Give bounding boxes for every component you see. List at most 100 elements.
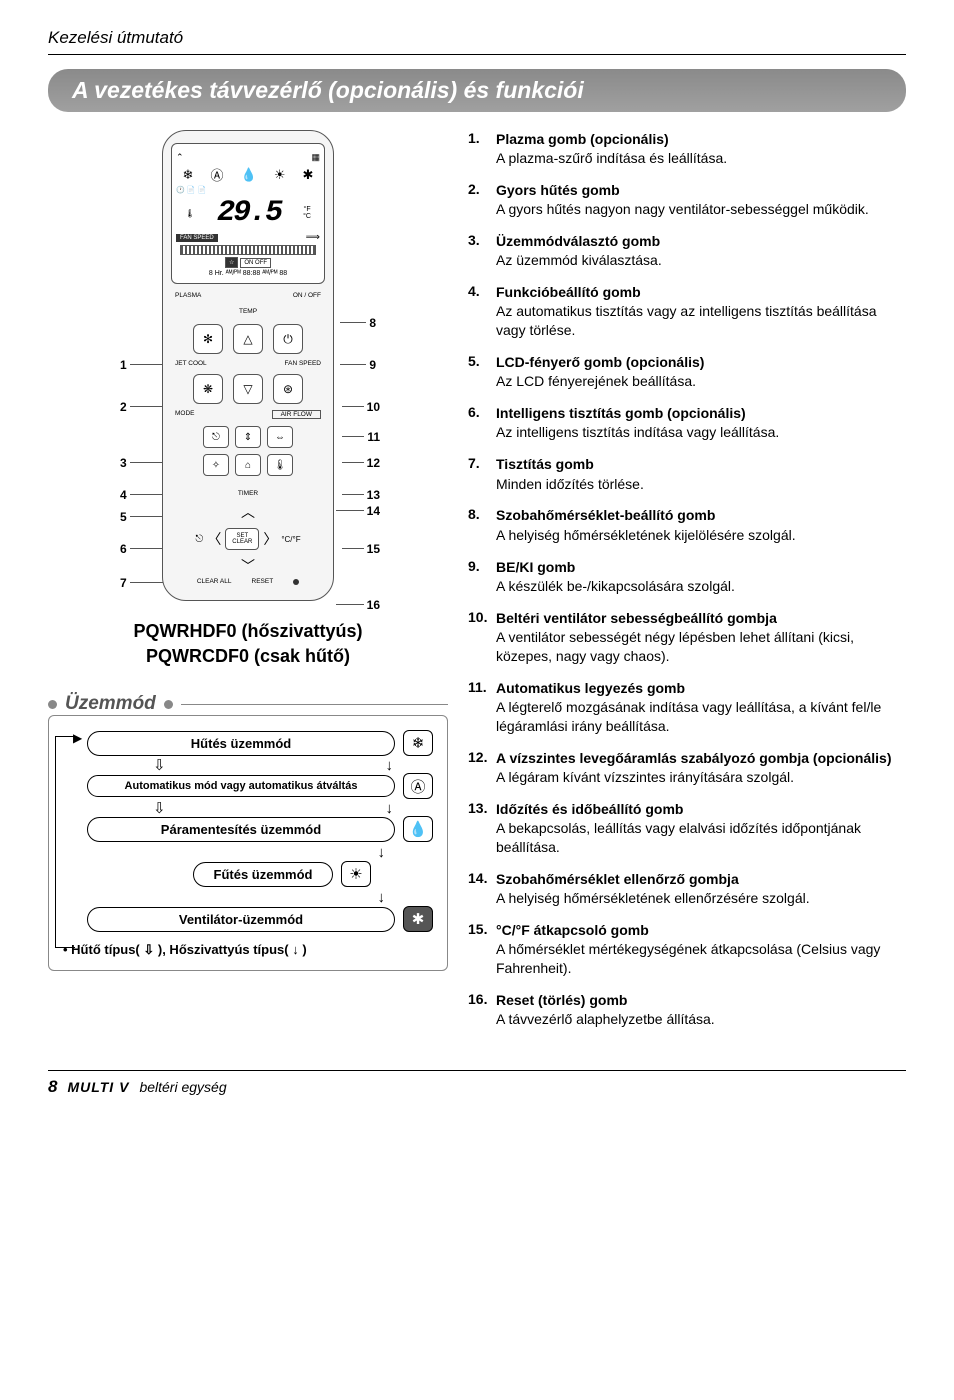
feature-item: 1. Plazma gomb (opcionális) A plazma-szű… [468, 130, 906, 168]
timer-button[interactable]: ⌂ [235, 454, 261, 476]
jetcool-button[interactable]: ❋ [193, 374, 223, 404]
feature-number: 10. [468, 609, 490, 666]
fanspeed-button[interactable]: ⊛ [273, 374, 303, 404]
feature-number: 4. [468, 283, 490, 340]
up-chevron[interactable]: ︿ [241, 504, 255, 520]
callout-16: 16 [367, 598, 380, 612]
temp-display: 29.5 [217, 196, 281, 230]
feature-number: 9. [468, 558, 490, 596]
temp-down-button[interactable]: ▽ [233, 374, 263, 404]
func-button[interactable]: ✧ [203, 454, 229, 476]
feature-title: Szobahőmérséklet-beállító gomb [496, 506, 906, 524]
auto-icon: Ⓐ [211, 165, 224, 184]
page-number: 8 [48, 1077, 57, 1097]
airflow-horiz-button[interactable]: ⇔ [267, 426, 293, 448]
callout-5: 5 [120, 510, 127, 524]
feature-title: A vízszintes levegőáramlás szabályozó go… [496, 749, 906, 767]
feature-title: Plazma gomb (opcionális) [496, 130, 906, 148]
feature-desc: A hőmérséklet mértékegységének átkapcsol… [496, 940, 906, 978]
feature-number: 13. [468, 800, 490, 857]
feature-item: 16. Reset (törlés) gomb A távvezérlő ala… [468, 991, 906, 1029]
mode-heat: Fűtés üzemmód [193, 862, 333, 887]
feature-title: Funkcióbeállító gomb [496, 283, 906, 301]
sun-icon: ☀ [274, 167, 286, 183]
feature-title: LCD-fényerő gomb (opcionális) [496, 353, 906, 371]
callout-3: 3 [120, 456, 127, 470]
feature-item: 7. Tisztítás gomb Minden időzítés törlés… [468, 455, 906, 493]
feature-title: Beltéri ventilátor sebességbeállító gomb… [496, 609, 906, 627]
feature-title: BE/KI gomb [496, 558, 906, 576]
feature-item: 9. BE/KI gomb A készülék be-/kikapcsolás… [468, 558, 906, 596]
callout-4: 4 [120, 488, 127, 502]
feature-item: 2. Gyors hűtés gomb A gyors hűtés nagyon… [468, 181, 906, 219]
feature-title: Időzítés és időbeállító gomb [496, 800, 906, 818]
callout-13: 13 [367, 488, 380, 502]
callout-14: 14 [367, 504, 380, 518]
callout-1: 1 [120, 358, 127, 372]
section-title-bar: A vezetékes távvezérlő (opcionális) és f… [48, 69, 906, 112]
feature-item: 14. Szobahőmérséklet ellenőrző gombja A … [468, 870, 906, 908]
feature-desc: A távvezérlő alaphelyzetbe állítása. [496, 1010, 906, 1029]
mode-heading: Üzemmód [48, 693, 448, 715]
feature-desc: A ventilátor sebességét négy lépésben le… [496, 628, 906, 666]
feature-number: 3. [468, 232, 490, 270]
feature-item: 3. Üzemmódválasztó gomb Az üzemmód kivál… [468, 232, 906, 270]
feature-desc: A bekapcsolás, leállítás vagy elalvási i… [496, 819, 906, 857]
feature-title: Szobahőmérséklet ellenőrző gombja [496, 870, 906, 888]
mode-button[interactable]: ⎋ [203, 426, 229, 448]
mode-fan: Ventilátor-üzemmód [87, 907, 395, 932]
arrow-down-solid: ↓ [386, 758, 394, 773]
feature-item: 8. Szobahőmérséklet-beállító gomb A hely… [468, 506, 906, 544]
feature-number: 16. [468, 991, 490, 1029]
right-chevron[interactable]: 〉 [263, 529, 277, 549]
snowflake-icon: ❄ [183, 167, 194, 183]
feature-number: 7. [468, 455, 490, 493]
fan-icon: ✱ [303, 167, 314, 183]
footer-tail: beltéri egység [139, 1079, 226, 1095]
check-temp-button[interactable]: 🌡 [267, 454, 293, 476]
feature-number: 1. [468, 130, 490, 168]
arrow-down-outline: ⇩ [153, 758, 166, 773]
top-rule [48, 54, 906, 55]
page-footer: 8 MULTI V beltéri egység [48, 1070, 906, 1097]
feature-item: 5. LCD-fényerő gomb (opcionális) Az LCD … [468, 353, 906, 391]
feature-number: 2. [468, 181, 490, 219]
feature-desc: Az automatikus tisztítás vagy az intelli… [496, 302, 906, 340]
feature-title: Tisztítás gomb [496, 455, 906, 473]
feature-desc: A plazma-szűrő indítása és leállítása. [496, 149, 906, 168]
feature-number: 5. [468, 353, 490, 391]
left-chevron[interactable]: 〈 [207, 529, 221, 549]
droplet-icon: 💧 [403, 816, 433, 842]
feature-item: 12. A vízszintes levegőáramlás szabályoz… [468, 749, 906, 787]
down-chevron[interactable]: ﹀ [241, 558, 255, 574]
feature-number: 15. [468, 921, 490, 978]
feature-desc: A készülék be-/kikapcsolására szolgál. [496, 577, 906, 596]
feature-desc: A légáram kívánt vízszintes irányítására… [496, 768, 906, 787]
feature-title: °C/°F átkapcsoló gomb [496, 921, 906, 939]
callout-15: 15 [367, 542, 380, 556]
temp-up-button[interactable]: △ [233, 324, 263, 354]
feature-number: 6. [468, 404, 490, 442]
power-button[interactable]: ⏻ [273, 324, 303, 354]
mode-dehumid: Páramentesítés üzemmód [87, 817, 395, 842]
mode-footnote: • Hűtő típus( ⇩ ), Hőszivattyús típus( ↓… [63, 942, 433, 958]
set-clear-button[interactable]: SETCLEAR [225, 528, 259, 550]
fan-icon: ✱ [403, 906, 433, 932]
brand-name: MULTI V [67, 1079, 129, 1095]
callout-12: 12 [367, 456, 380, 470]
remote-body: ⌃▦ ❄ Ⓐ 💧 ☀ ✱ 🕐 📄 📄 🌡 [162, 130, 334, 601]
plasma-button[interactable]: ✻ [193, 324, 223, 354]
feature-item: 15. °C/°F átkapcsoló gomb A hőmérséklet … [468, 921, 906, 978]
feature-desc: Az intelligens tisztítás indítása vagy l… [496, 423, 906, 442]
feature-item: 10. Beltéri ventilátor sebességbeállító … [468, 609, 906, 666]
callout-7: 7 [120, 576, 127, 590]
reset-hole[interactable] [293, 579, 299, 585]
remote-illustration: 1 2 3 4 5 6 7 8 9 10 11 12 13 [48, 130, 448, 601]
callout-2: 2 [120, 400, 127, 414]
callout-11: 11 [367, 430, 380, 444]
timer-line: 8 Hr. ᴬᴹ/ᴾᴹ 88:88 ᴬᴹ/ᴾᴹ 88 [176, 270, 320, 277]
droplet-icon: 💧 [241, 167, 257, 183]
airflow-vert-button[interactable]: ⇕ [235, 426, 261, 448]
feature-desc: Az LCD fényerejének beállítása. [496, 372, 906, 391]
auto-icon: Ⓐ [403, 773, 433, 799]
